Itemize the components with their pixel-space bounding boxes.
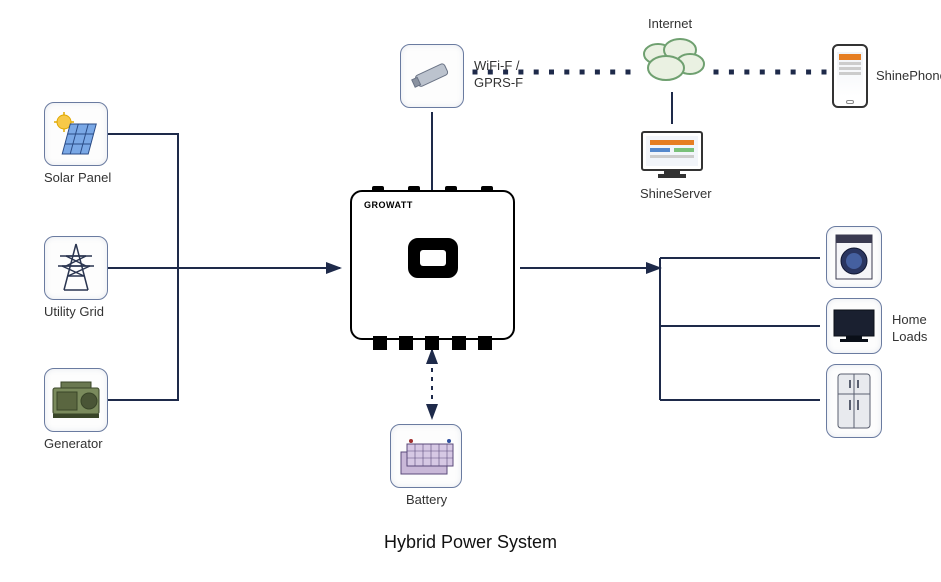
inverter-node: GROWATT	[350, 190, 515, 340]
wifi-node: WiFi-F / GPRS-F	[400, 44, 464, 108]
solar-panel-node: Solar Panel	[44, 102, 108, 166]
tv-icon	[826, 298, 882, 354]
shinephone-label: ShinePhone	[876, 68, 941, 83]
generator-node: Generator	[44, 368, 108, 432]
washer-icon	[826, 226, 882, 288]
utility-grid-label: Utility Grid	[44, 304, 104, 319]
fridge-icon	[826, 364, 882, 438]
generator-icon	[44, 368, 108, 432]
internet-label: Internet	[648, 16, 692, 31]
inverter-screen-icon	[408, 238, 458, 278]
solar-panel-label: Solar Panel	[44, 170, 111, 185]
home-loads-label: Home Loads	[892, 312, 927, 346]
internet-node: Internet	[636, 34, 708, 93]
wifi-dongle-icon	[400, 44, 464, 108]
diagram-title: Hybrid Power System	[0, 532, 941, 553]
diagram-canvas: Solar Panel Utility Grid Generator	[0, 0, 941, 582]
monitor-icon	[636, 128, 708, 184]
battery-node: Battery	[390, 424, 462, 488]
battery-label: Battery	[406, 492, 447, 507]
utility-grid-node: Utility Grid	[44, 236, 108, 300]
utility-grid-icon	[44, 236, 108, 300]
solar-panel-icon	[44, 102, 108, 166]
home-loads-label-text: Home Loads	[892, 312, 927, 344]
cloud-icon	[636, 34, 708, 88]
shineserver-node: ShineServer	[636, 128, 708, 189]
inverter-brand-label: GROWATT	[364, 200, 413, 210]
load-washer-node	[826, 226, 882, 288]
load-tv-node	[826, 298, 882, 354]
shinephone-node: ShinePhone	[832, 44, 868, 108]
wifi-label-text: WiFi-F / GPRS-F	[474, 58, 523, 90]
phone-icon	[832, 44, 868, 108]
load-fridge-node	[826, 364, 882, 438]
generator-label: Generator	[44, 436, 103, 451]
battery-icon	[390, 424, 462, 488]
shineserver-label: ShineServer	[640, 186, 712, 201]
wifi-label: WiFi-F / GPRS-F	[474, 58, 523, 92]
